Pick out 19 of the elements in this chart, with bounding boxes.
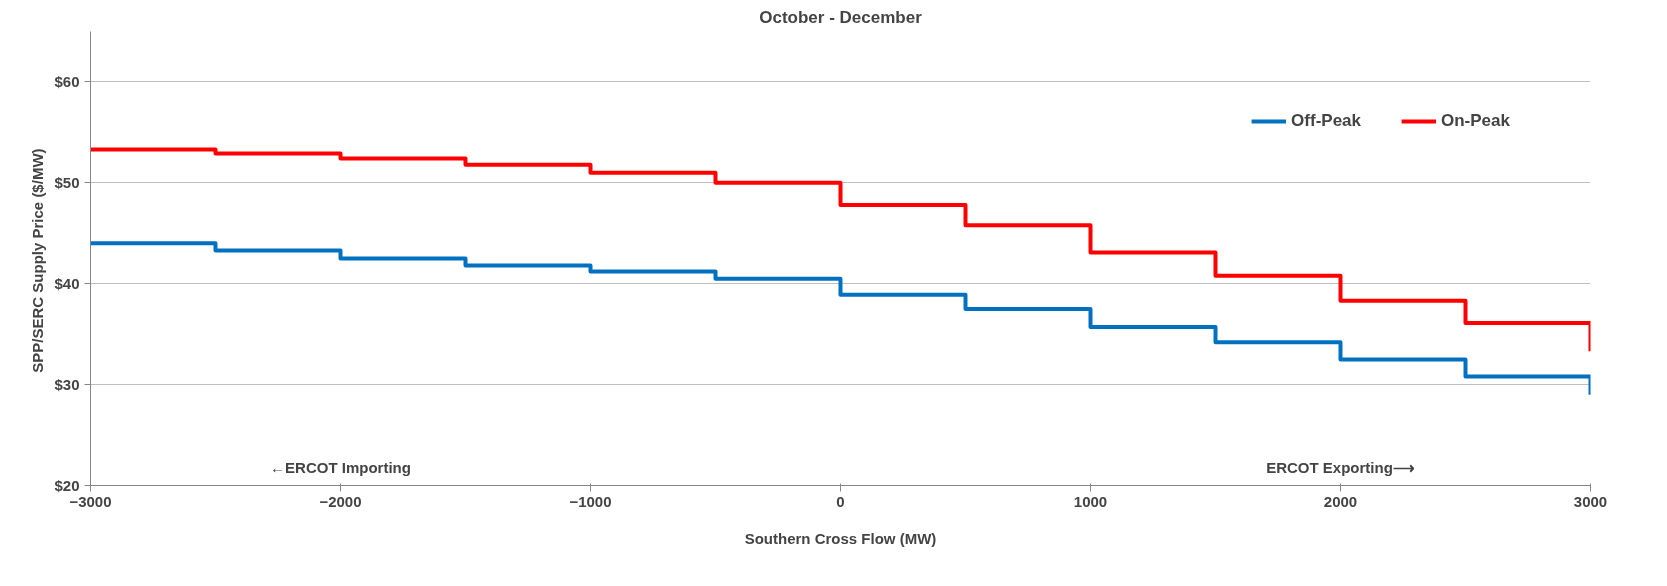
y-axis-title: SPP/SERC Supply Price ($/MW) [29, 148, 47, 373]
x-tick-label: 3000 [1573, 492, 1608, 510]
x-axis-title: Southern Cross Flow (MW) [744, 529, 937, 547]
legend-label: On-Peak [1441, 111, 1510, 131]
annotation: ERCOT Exporting⟶ [1266, 458, 1415, 476]
x-tick-label: 2000 [1323, 492, 1358, 510]
x-tick-label: −1000 [569, 492, 612, 510]
x-tick-label: 1000 [1073, 492, 1108, 510]
y-tick-label: $30 [54, 376, 80, 394]
x-tick-label: 0 [836, 492, 845, 510]
x-tick-label: −3000 [69, 492, 112, 510]
y-tick-label: $60 [54, 73, 80, 91]
annotation: ←ERCOT Importing [270, 458, 411, 476]
y-tick-label: $40 [54, 275, 80, 293]
y-tick-label: $20 [54, 477, 80, 494]
legend-label: Off-Peak [1291, 111, 1362, 131]
chart-title: October - December [759, 7, 923, 27]
x-tick-label: −2000 [319, 492, 362, 510]
y-tick-label: $50 [54, 174, 80, 192]
